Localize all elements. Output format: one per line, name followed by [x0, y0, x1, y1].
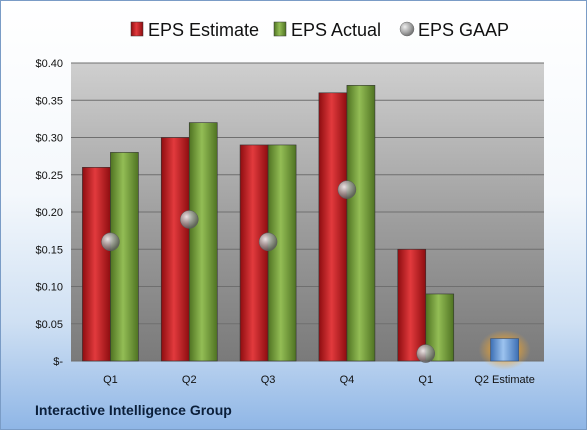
eps-actual-bar — [188, 122, 218, 362]
legend-label: EPS Actual — [291, 20, 381, 40]
eps-gaap-marker — [416, 344, 435, 363]
legend-swatch-eps-gaap — [399, 21, 415, 37]
eps-gaap-marker — [180, 210, 199, 229]
x-tick-label: Q1 — [418, 374, 433, 386]
legend-label: EPS Estimate — [148, 20, 259, 40]
y-tick-label: $0.10 — [35, 282, 63, 294]
eps-gaap-marker — [337, 180, 357, 199]
y-tick-label: $0.20 — [35, 207, 63, 219]
x-tick-label: Q1 — [103, 374, 118, 386]
x-tick-label: Q4 — [340, 374, 355, 386]
y-tick-label: $0.40 — [35, 58, 63, 70]
eps-gaap-marker — [101, 232, 120, 252]
x-tick-label: Q2 — [182, 374, 197, 386]
eps-gaap-marker — [258, 232, 278, 252]
eps-estimate-bar — [239, 144, 269, 362]
y-tick-label: $0.05 — [35, 319, 63, 331]
y-tick-label: $- — [53, 356, 63, 368]
y-tick-label: $0.35 — [35, 95, 63, 107]
eps-actual-bar — [346, 85, 376, 362]
q2-estimate-bar — [490, 338, 519, 362]
x-tick-label: Q2 Estimate — [474, 374, 535, 386]
y-tick-label: $0.30 — [35, 133, 63, 145]
eps-actual-bar — [110, 152, 139, 362]
legend-swatch-eps-estimate — [130, 21, 144, 37]
eps-actual-bar — [267, 144, 297, 362]
y-tick-label: $0.15 — [35, 244, 63, 256]
eps-estimate-bar — [397, 248, 427, 362]
y-tick-label: $0.25 — [35, 170, 63, 182]
company-name: Interactive Intelligence Group — [35, 402, 232, 418]
eps-estimate-bar — [82, 167, 111, 362]
eps-estimate-bar — [318, 92, 348, 362]
legend-swatch-eps-actual — [273, 21, 287, 37]
legend-label: EPS GAAP — [418, 20, 509, 40]
x-tick-label: Q3 — [261, 374, 276, 386]
eps-estimate-bar — [160, 137, 190, 362]
